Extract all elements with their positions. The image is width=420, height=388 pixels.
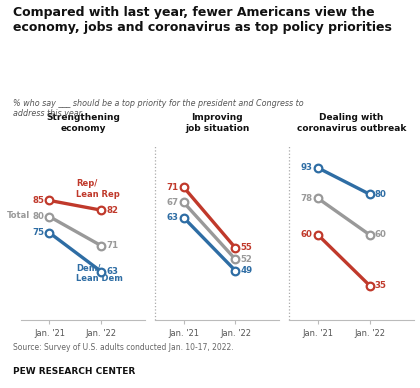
Text: 55: 55 (241, 244, 252, 253)
Text: 67: 67 (166, 198, 178, 207)
Text: Dem/
Lean Dem: Dem/ Lean Dem (76, 263, 123, 283)
Text: 78: 78 (301, 194, 313, 203)
Text: 49: 49 (241, 266, 253, 275)
Text: 52: 52 (241, 255, 252, 264)
Text: 63: 63 (166, 213, 178, 222)
Text: Compared with last year, fewer Americans view the
economy, jobs and coronavirus : Compared with last year, fewer Americans… (13, 6, 391, 34)
Text: 85: 85 (32, 196, 44, 205)
Text: Rep/
Lean Rep: Rep/ Lean Rep (76, 180, 120, 199)
Text: 35: 35 (375, 281, 387, 290)
Text: Improving
job situation: Improving job situation (185, 113, 249, 133)
Text: Strengthening
economy: Strengthening economy (46, 113, 120, 133)
Text: Total: Total (7, 211, 30, 220)
Text: 75: 75 (32, 228, 44, 237)
Text: 63: 63 (106, 267, 118, 276)
Text: 80: 80 (375, 190, 387, 199)
Text: 60: 60 (301, 230, 313, 239)
Text: Dealing with
coronavirus outbreak: Dealing with coronavirus outbreak (297, 113, 406, 133)
Text: 60: 60 (375, 230, 387, 239)
Text: 71: 71 (106, 241, 118, 250)
Text: PEW RESEARCH CENTER: PEW RESEARCH CENTER (13, 367, 135, 376)
Text: 71: 71 (166, 183, 178, 192)
Text: Source: Survey of U.S. adults conducted Jan. 10-17, 2022.: Source: Survey of U.S. adults conducted … (13, 343, 233, 352)
Text: 82: 82 (106, 206, 118, 215)
Text: 93: 93 (301, 163, 313, 172)
Text: % who say ___ should be a top priority for the president and Congress to
address: % who say ___ should be a top priority f… (13, 99, 303, 118)
Text: 80: 80 (32, 212, 44, 221)
